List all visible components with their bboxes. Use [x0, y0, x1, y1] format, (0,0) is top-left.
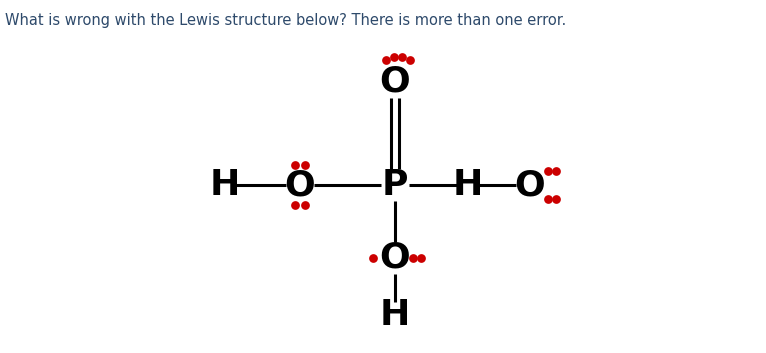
Text: P: P: [381, 168, 408, 202]
Text: O: O: [380, 65, 411, 99]
Text: H: H: [453, 168, 483, 202]
Text: O: O: [285, 168, 316, 202]
Text: H: H: [380, 298, 410, 332]
Text: O: O: [515, 168, 545, 202]
Text: O: O: [380, 241, 411, 275]
Text: What is wrong with the Lewis structure below? There is more than one error.: What is wrong with the Lewis structure b…: [5, 13, 566, 28]
Text: H: H: [210, 168, 241, 202]
